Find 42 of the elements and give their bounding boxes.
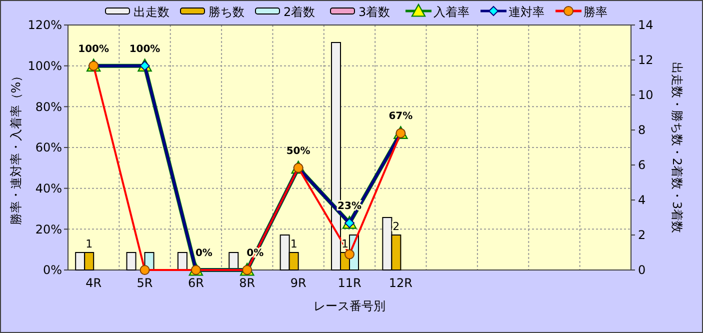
data-label: 100% xyxy=(78,44,110,55)
x-tick-label: 4R xyxy=(86,276,102,290)
y2-tick-label: 2 xyxy=(638,228,646,242)
data-label: 50% xyxy=(286,146,310,157)
y-tick-label: 0% xyxy=(42,263,62,278)
y-axis-title: 勝率・連対率・入着率（%） xyxy=(9,70,23,226)
data-label: 2 xyxy=(392,220,400,233)
y-tick-label: 40% xyxy=(35,182,62,196)
y-tick-label: 20% xyxy=(35,222,62,236)
y-tick-label: 120% xyxy=(28,18,62,32)
legend-label: 入着率 xyxy=(434,5,470,20)
y2-tick-label: 14 xyxy=(638,18,654,32)
legend-label: 勝率 xyxy=(584,5,608,20)
x-tick-label: 11R xyxy=(338,276,362,290)
data-label: 67% xyxy=(388,111,413,122)
data-label: 1 xyxy=(290,238,298,250)
y-tick-label: 80% xyxy=(35,100,62,114)
y2-axis-title: 出走数・勝ち数・2着数・3着数 xyxy=(670,62,684,234)
y2-tick-label: 10 xyxy=(638,88,654,102)
data-label: 100% xyxy=(129,44,160,55)
x-tick-label: 12R xyxy=(388,276,412,290)
y-tick-label: 100% xyxy=(28,59,62,74)
y2-tick-label: 4 xyxy=(638,193,646,208)
legend-label: 勝ち数 xyxy=(208,5,244,20)
x-axis-title: レース番号別 xyxy=(314,299,386,313)
x-tick-label: 6R xyxy=(188,276,204,290)
legend-label: 2着数 xyxy=(284,5,316,20)
y2-tick-label: 8 xyxy=(638,123,646,138)
legend-label: 連対率 xyxy=(508,5,544,20)
y2-tick-label: 6 xyxy=(638,158,646,172)
y2-tick-label: 12 xyxy=(638,53,654,68)
legend-label: 3着数 xyxy=(358,5,390,20)
data-label: 1 xyxy=(86,238,93,250)
y2-tick-label: 0 xyxy=(638,263,646,278)
bar xyxy=(126,252,136,270)
x-tick-label: 5R xyxy=(136,276,153,290)
x-tick-label: 9R xyxy=(290,276,306,290)
x-tick-label: 8R xyxy=(239,276,256,290)
bar xyxy=(177,252,188,270)
data-label: 0% xyxy=(195,248,212,259)
y-tick-label: 60% xyxy=(35,140,62,155)
legend-label: 出走数 xyxy=(134,5,170,20)
